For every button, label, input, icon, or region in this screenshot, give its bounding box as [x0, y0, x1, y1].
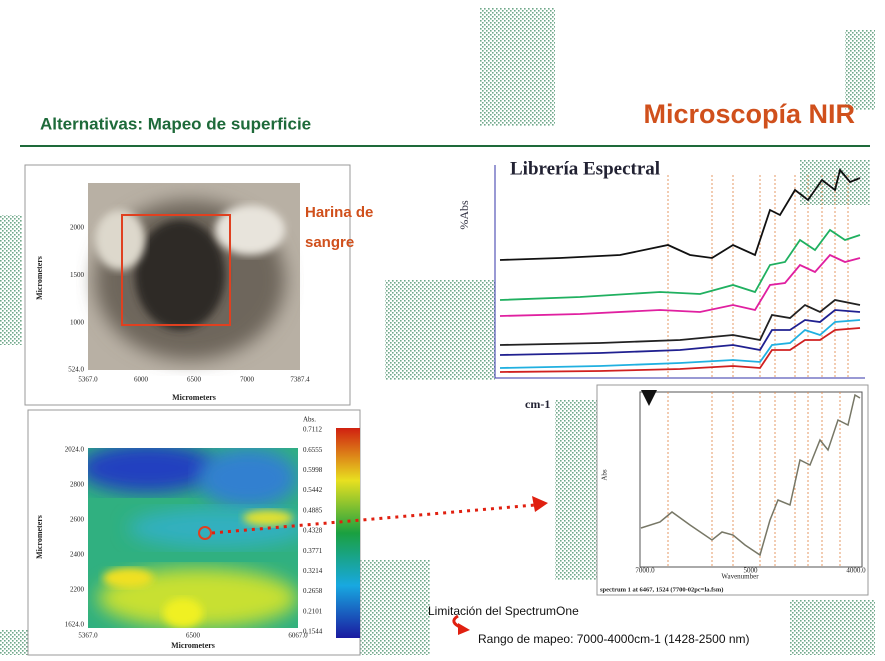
map-image	[78, 443, 308, 628]
tick-label: 6000	[134, 376, 149, 384]
tick-label: 6500	[187, 376, 202, 384]
y-axis-label: Micrometers	[35, 515, 44, 559]
tick-label: 0.6555	[303, 446, 323, 454]
tick-label: 0.2101	[303, 607, 323, 615]
tick-label: 0.3214	[303, 567, 323, 575]
map-panel: Micrometers Micrometers Abs. 2024.0 2800 2…	[28, 410, 360, 655]
y-axis-label: %Abs	[457, 200, 471, 230]
x-axis-label: Micrometers	[172, 393, 216, 402]
tick-label: 6500	[186, 632, 201, 640]
tick-label: 2400	[70, 551, 85, 559]
tick-label: 0.2658	[303, 587, 323, 595]
tick-label: 7000	[240, 376, 255, 384]
inset-spectrum: Abs Wavenumber spectrum 1 at 6467, 1524 …	[597, 385, 868, 595]
tick-label: 2024.0	[65, 446, 85, 454]
spectra-panel: Librería Espectral %Abs cm-1	[457, 158, 865, 410]
tick-label: 0.7112	[303, 426, 322, 434]
note-limitation: Limitación del SpectrumOne	[428, 604, 579, 618]
slide: Alternativas: Mapeo de superficie Micros…	[0, 0, 885, 661]
tick-label: 5367.0	[78, 632, 98, 640]
arrow-head	[458, 623, 470, 635]
tick-label: 1500	[70, 271, 85, 279]
tick-label: 2600	[70, 516, 85, 524]
tick-label: 2800	[70, 481, 85, 489]
caption: spectrum 1 at 6467, 1524 (7700-02pc=la.f…	[600, 586, 723, 593]
slide-subtitle: Microscopía NIR	[643, 99, 855, 129]
tick-label: 0.3771	[303, 547, 323, 555]
tick-label: 0.1544	[303, 628, 323, 636]
tick-label: 0.5998	[303, 466, 323, 474]
tick-label: 7387.4	[290, 376, 310, 384]
colorbar	[336, 428, 360, 638]
page: {"header":{"title":"Alternativas: Mapeo …	[0, 0, 885, 661]
x-axis-label: cm-1	[525, 397, 550, 411]
tick-label: 7000.0	[635, 567, 655, 575]
x-axis-label: Micrometers	[171, 641, 215, 650]
tick-label: 0.5442	[303, 486, 323, 494]
slide-title: Alternativas: Mapeo de superficie	[40, 114, 311, 133]
tick-label: 5000	[744, 567, 759, 575]
tick-label: 0.4328	[303, 527, 323, 535]
tick-label: 5367.0	[78, 376, 98, 384]
tick-label: 0.4885	[303, 506, 323, 514]
colorbar-title: Abs.	[303, 416, 316, 424]
spectra-title: Librería Espectral	[510, 158, 660, 179]
y-axis-label: Abs	[601, 469, 609, 481]
tick-label: 2200	[70, 586, 85, 594]
tick-label: 1000	[70, 318, 85, 326]
note-range: Rango de mapeo: 7000-4000cm-1 (1428-2500…	[478, 632, 750, 646]
arrow-head	[532, 496, 548, 512]
tick-label: 524.0	[68, 366, 84, 374]
tick-label: 4000.0	[846, 567, 866, 575]
y-axis-label: Micrometers	[35, 256, 44, 300]
tick-label: 2000	[70, 224, 85, 232]
tick-label: 1624.0	[65, 621, 85, 629]
